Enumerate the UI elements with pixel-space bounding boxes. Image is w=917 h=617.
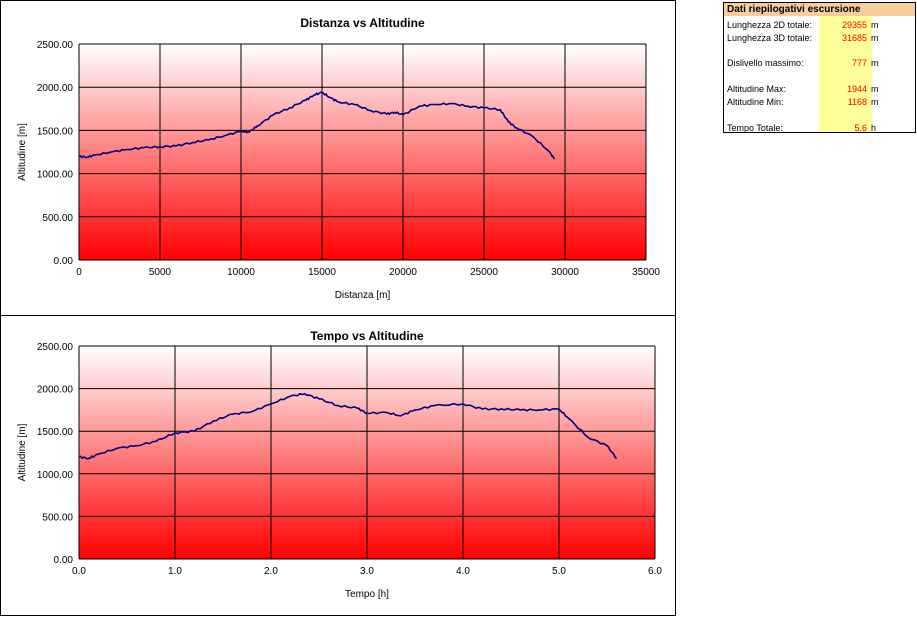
y-tick-label: 2500.00 [37,40,74,51]
summary-unit: h [871,123,877,133]
chart-tempo-svg: 0.0 1.0 2.0 3.0 4.0 5.0 6.0 0.00 500.00 1000.00 15… [17,329,662,600]
summary-unit: m [871,58,879,68]
x-tick-label: 0 [76,267,82,278]
summary-label: Altitudine Max: [727,84,787,94]
x-tick-label: 5000 [149,267,172,278]
x-tick-label: 20000 [389,267,417,278]
chart-tempo-altitudine[interactable]: 0.0 1.0 2.0 3.0 4.0 5.0 6.0 0.00 500.00 1000.00 15… [0,315,676,616]
summary-row: Dislivello massimo: 777 m [724,57,915,69]
summary-row: Tempo Totale: 5.6 h [724,122,915,134]
x-tick-label: 4.0 [456,566,470,577]
summary-unit: m [871,20,879,30]
summary-value[interactable]: 29355 [841,20,867,30]
x-tick-label: 15000 [308,267,336,278]
y-axis-label: Altitudine [m] [17,423,28,481]
summary-value[interactable]: 31685 [841,33,867,43]
summary-values-column [819,16,872,132]
y-tick-label: 2000.00 [37,385,74,396]
summary-value[interactable]: 5.6 [854,123,867,133]
summary-row: Altitudine Min: 1168 m [724,96,915,108]
chart-distanza-altitudine[interactable]: 0 5000 10000 15000 20000 25000 30000 35000 0.00 5… [0,0,676,316]
x-tick-label: 5.0 [552,566,566,577]
summary-value[interactable]: 1944 [846,84,867,94]
summary-label: Lunghezza 2D totale: [727,20,813,30]
x-tick-label: 6.0 [648,566,662,577]
y-tick-label: 1000.00 [37,170,74,181]
x-tick-label: 0.0 [72,566,86,577]
x-tick-label: 35000 [632,267,660,278]
y-tick-label: 500.00 [42,213,73,224]
summary-value[interactable]: 1168 [847,97,867,107]
y-tick-label: 0.00 [54,555,74,566]
y-tick-label: 1500.00 [37,427,74,438]
y-tick-label: 2500.00 [37,342,74,353]
x-tick-label: 25000 [470,267,498,278]
y-tick-label: 1000.00 [37,470,74,481]
summary-row: Lunghezza 2D totale: 29355 m [724,19,915,31]
y-tick-label: 1500.00 [37,126,74,137]
x-tick-label: 1.0 [168,566,182,577]
summary-row: Altitudine Max: 1944 m [724,83,915,95]
summary-label: Dislivello massimo: [727,58,804,68]
y-tick-label: 2000.00 [37,83,74,94]
y-tick-label: 500.00 [42,512,73,523]
x-tick-label: 3.0 [360,566,374,577]
y-tick-label: 0.00 [54,256,74,267]
summary-label: Lunghezza 3D totale: [727,33,813,43]
summary-unit: m [871,33,879,43]
x-tick-label: 2.0 [264,566,278,577]
x-tick-label: 10000 [227,267,255,278]
summary-row: Lunghezza 3D totale: 31685 m [724,32,915,44]
summary-label: Altitudine Min: [727,97,784,107]
altitude-series-line [78,392,618,460]
altitude-series-line [78,91,556,160]
chart-title: Distanza vs Altitudine [300,16,425,30]
x-axis-label: Tempo [h] [345,589,389,600]
summary-header: Dati riepilogativi escursione [724,3,915,16]
summary-value[interactable]: 777 [851,58,867,68]
chart-distanza-svg: 0 5000 10000 15000 20000 25000 30000 35000 0.00 5… [17,16,660,301]
summary-table[interactable]: Dati riepilogativi escursione Lunghezza … [723,2,916,133]
summary-label: Tempo Totale: [727,123,783,133]
y-axis-label: Altitudine [m] [17,123,28,181]
summary-unit: m [871,97,879,107]
chart-title: Tempo vs Altitudine [310,329,424,343]
x-axis-label: Distanza [m] [335,290,391,301]
x-tick-label: 30000 [551,267,579,278]
plot-area [79,44,646,260]
summary-unit: m [871,84,879,94]
